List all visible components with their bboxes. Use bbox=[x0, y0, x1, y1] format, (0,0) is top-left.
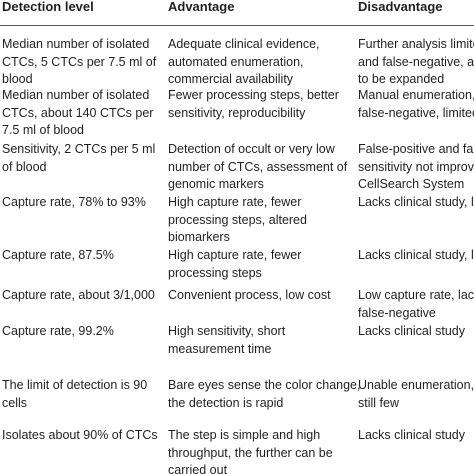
header-rule bbox=[0, 25, 474, 26]
cell-line: Adequate clinical evidence, bbox=[168, 37, 320, 51]
cell-line: Sensitivity, 2 CTCs per 5 ml bbox=[2, 142, 156, 156]
cell-line: Detection of occult or very low bbox=[168, 142, 335, 156]
cell-line: Fewer processing steps, better bbox=[168, 88, 339, 102]
cell-line: Capture rate, 78% to 93% bbox=[2, 195, 146, 209]
cell-line: Lacks clinical study, li bbox=[358, 248, 474, 262]
cell-line: Lacks clinical study bbox=[358, 324, 465, 338]
header-cell: Advantage bbox=[168, 0, 235, 14]
cell-line: false-negative, limitec bbox=[358, 105, 474, 120]
cell-line: of blood bbox=[2, 159, 47, 174]
cell-line: Manual enumeration, bbox=[358, 88, 474, 102]
cell-line: CTCs, 5 CTCs per 7.5 ml of bbox=[2, 54, 157, 69]
cell-line: The limit of detection is 90 bbox=[2, 378, 148, 392]
cell-line: automated enumeration, bbox=[168, 54, 304, 69]
cell-line: sensitivity, reproducibility bbox=[168, 105, 306, 120]
cell-line: Lacks clinical study bbox=[358, 428, 465, 442]
cell-line: CTCs, about 140 CTCs per bbox=[2, 105, 154, 120]
cell-line: Low capture rate, lack bbox=[358, 288, 474, 302]
cell-line: CellSearch System bbox=[358, 177, 465, 191]
cell-line: Isolates about 90% of CTCs bbox=[2, 428, 158, 442]
cell-line: Capture rate, 99.2% bbox=[2, 324, 114, 338]
cell-line: Bare eyes sense the color change, bbox=[168, 378, 361, 392]
cell-line: Unable enumeration, bbox=[358, 378, 474, 392]
cell-line: High capture rate, fewer bbox=[168, 195, 302, 209]
cell-line: carried out bbox=[168, 463, 228, 474]
cell-line: commercial availability bbox=[168, 72, 294, 86]
cell-line: cells bbox=[2, 395, 28, 410]
cell-line: High sensitivity, short bbox=[168, 324, 286, 338]
cell-line: The step is simple and high bbox=[168, 428, 321, 442]
cell-line: genomic markers bbox=[168, 177, 264, 191]
cell-line: blood bbox=[2, 72, 33, 86]
cell-line: False-positive and false bbox=[358, 142, 474, 156]
cell-line: Further analysis limite bbox=[358, 37, 474, 51]
cell-line: Capture rate, about 3/1,000 bbox=[2, 288, 155, 302]
cell-line: throughput, the further can be bbox=[168, 445, 333, 460]
cell-line: Median number of isolated bbox=[2, 88, 150, 102]
cell-line: to be expanded bbox=[358, 72, 445, 86]
cell-line: 7.5 ml of blood bbox=[2, 123, 84, 137]
cell-line: measurement time bbox=[168, 341, 272, 356]
cell-line: sensitivity not improv bbox=[358, 159, 474, 174]
cell-line: Convenient process, low cost bbox=[168, 288, 331, 302]
cell-line: still few bbox=[358, 395, 399, 410]
cell-line: Median number of isolated bbox=[2, 37, 150, 51]
header-cell: Disadvantage bbox=[358, 0, 443, 14]
cell-line: false-negative bbox=[358, 305, 436, 320]
cell-line: processing steps, altered bbox=[168, 212, 307, 227]
cell-line: High capture rate, fewer bbox=[168, 248, 302, 262]
header-cell: Detection level bbox=[2, 0, 94, 14]
cell-line: and false-negative, ap bbox=[358, 54, 474, 69]
cell-line: biomarkers bbox=[168, 230, 230, 244]
cell-line: Lacks clinical study, li bbox=[358, 195, 474, 209]
cell-line: Capture rate, 87.5% bbox=[2, 248, 114, 262]
cell-line: processing steps bbox=[168, 265, 262, 280]
cell-line: the detection is rapid bbox=[168, 395, 284, 410]
cell-line: number of CTCs, assessment of bbox=[168, 159, 348, 174]
